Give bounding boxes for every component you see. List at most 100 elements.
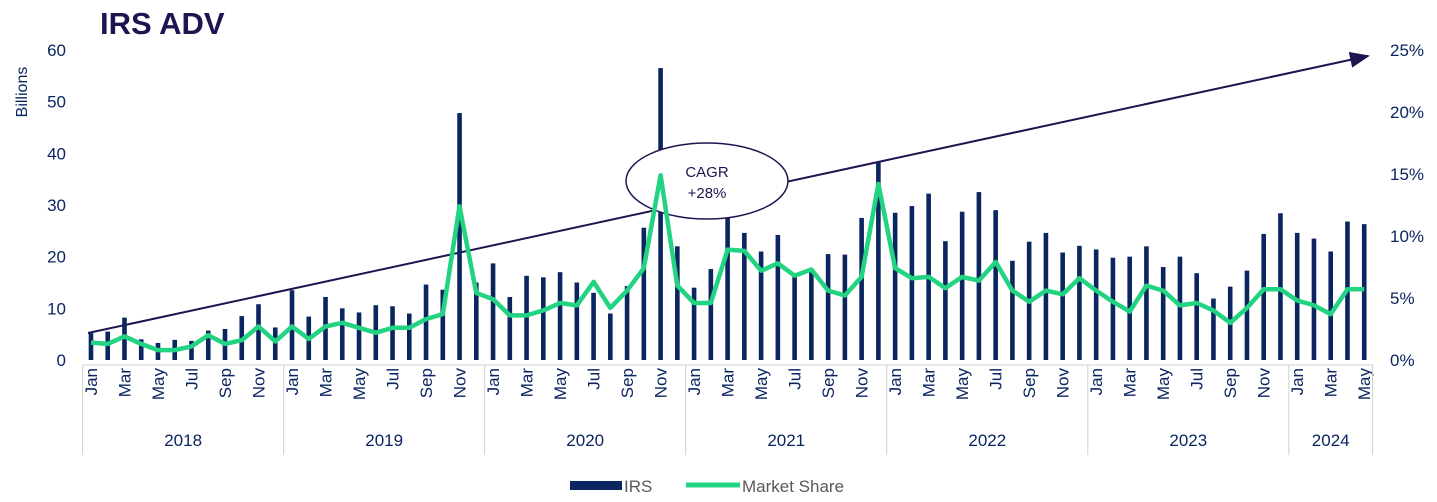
bar xyxy=(1160,267,1166,360)
bar xyxy=(1311,238,1317,360)
legend-swatch xyxy=(570,481,622,490)
annotation: +28% xyxy=(688,185,727,202)
bar xyxy=(809,269,814,360)
x-tick-label: Mar xyxy=(1121,368,1140,398)
bar xyxy=(959,211,965,360)
bar xyxy=(608,313,613,360)
bar xyxy=(474,282,479,360)
bar xyxy=(1060,252,1065,360)
bar xyxy=(356,312,362,360)
bar xyxy=(440,289,446,360)
bar xyxy=(541,277,546,360)
x-tick-label: May xyxy=(1355,368,1374,401)
x-tick-label: Jul xyxy=(987,368,1006,390)
x-tick-label: May xyxy=(953,368,972,401)
x-tick-label: Mar xyxy=(920,368,939,398)
bar xyxy=(406,313,412,360)
bar xyxy=(1043,232,1049,360)
bar xyxy=(205,330,211,360)
bar xyxy=(943,241,948,360)
bar xyxy=(1328,251,1334,360)
bar xyxy=(1177,256,1183,360)
group-label: 2022 xyxy=(968,431,1006,450)
x-tick-label: Nov xyxy=(250,368,269,399)
legend-label: IRS xyxy=(624,477,652,496)
x-tick-label: May xyxy=(350,368,369,401)
bar xyxy=(1294,232,1300,360)
bar xyxy=(842,254,848,360)
y2-tick-label: 5% xyxy=(1390,289,1415,308)
group-label: 2021 xyxy=(767,431,805,450)
bar xyxy=(1261,233,1267,360)
bar xyxy=(1244,270,1250,360)
x-tick-label: Jan xyxy=(484,368,503,395)
x-tick-label: May xyxy=(551,368,570,401)
y2-tick-label: 20% xyxy=(1390,103,1424,122)
y-tick-label: 30 xyxy=(47,196,66,215)
x-tick-label: Jan xyxy=(283,368,302,395)
x-tick-label: Sep xyxy=(216,368,235,398)
bar xyxy=(792,273,797,360)
bar xyxy=(1010,260,1015,360)
bar xyxy=(1093,249,1099,360)
bar xyxy=(976,192,982,360)
x-tick-label: Jul xyxy=(786,368,805,390)
annotation: CAGR xyxy=(685,164,729,181)
x-tick-label: May xyxy=(149,368,168,401)
bar xyxy=(189,340,194,360)
bar xyxy=(524,275,529,360)
bar xyxy=(272,327,278,360)
bar xyxy=(892,212,898,360)
bar xyxy=(758,251,764,360)
bar xyxy=(138,339,144,360)
x-tick-label: Mar xyxy=(317,368,336,398)
y-axis-label: Billions xyxy=(14,67,31,118)
y-tick-label: 40 xyxy=(47,144,66,163)
x-tick-label: Nov xyxy=(853,368,872,399)
y2-tick-label: 25% xyxy=(1390,41,1424,60)
bar xyxy=(691,287,697,360)
x-tick-label: Jul xyxy=(182,368,201,390)
y-tick-label: 0 xyxy=(57,351,66,370)
x-tick-label: Jul xyxy=(585,368,604,390)
group-label: 2023 xyxy=(1169,431,1207,450)
bar xyxy=(591,292,596,360)
bar xyxy=(725,210,730,360)
bar xyxy=(557,272,563,360)
group-label: 2024 xyxy=(1312,431,1350,450)
group-label: 2020 xyxy=(566,431,604,450)
bar xyxy=(775,234,781,360)
x-tick-label: Nov xyxy=(652,368,671,399)
group-label: 2018 xyxy=(164,431,202,450)
bar xyxy=(1194,273,1199,360)
y2-tick-label: 0% xyxy=(1390,351,1415,370)
bar xyxy=(1361,224,1367,360)
bar xyxy=(1278,213,1283,360)
y-tick-label: 20 xyxy=(47,248,66,267)
bar xyxy=(708,269,714,360)
line xyxy=(90,172,1365,353)
x-tick-label: May xyxy=(1154,368,1173,401)
x-tick-label: Mar xyxy=(115,368,134,398)
annotation-bubble xyxy=(625,142,789,220)
chart-title: IRS ADV xyxy=(100,6,225,41)
y2-tick-label: 15% xyxy=(1390,165,1424,184)
x-tick-label: May xyxy=(752,368,771,401)
x-tick-label: Jul xyxy=(384,368,403,390)
x-tick-label: Jan xyxy=(1087,368,1106,395)
bar xyxy=(993,210,998,360)
legend-label: Market Share xyxy=(742,477,844,496)
x-tick-label: Sep xyxy=(819,368,838,398)
bar xyxy=(624,286,630,360)
x-tick-label: Jan xyxy=(886,368,905,395)
x-tick-label: Jan xyxy=(82,368,101,395)
x-tick-label: Mar xyxy=(518,368,537,398)
x-tick-label: Nov xyxy=(451,368,470,399)
bar xyxy=(658,68,663,360)
bar xyxy=(909,206,915,360)
bar xyxy=(339,308,345,360)
x-tick-label: Jan xyxy=(1288,368,1307,395)
bar xyxy=(256,304,261,360)
bar xyxy=(876,162,881,360)
